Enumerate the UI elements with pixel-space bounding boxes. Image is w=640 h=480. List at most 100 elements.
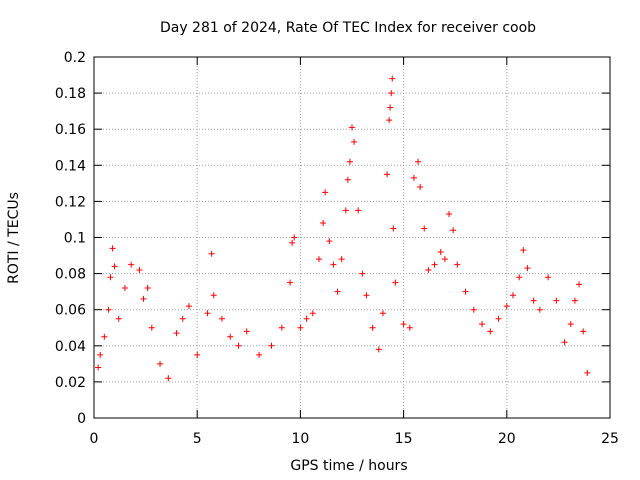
data-point <box>297 324 304 331</box>
data-point <box>386 117 393 124</box>
data-point <box>121 285 128 292</box>
data-point <box>173 330 180 337</box>
data-point <box>524 265 531 272</box>
data-point <box>446 211 453 218</box>
x-tick-label: 15 <box>395 431 413 447</box>
data-point <box>140 295 147 302</box>
data-point <box>210 292 217 299</box>
x-tick-label: 5 <box>193 431 202 447</box>
data-point <box>243 328 250 335</box>
data-point <box>503 303 510 310</box>
data-point <box>400 321 407 328</box>
data-point <box>536 306 543 313</box>
data-point <box>128 261 135 268</box>
x-axis-label: GPS time / hours <box>290 458 407 474</box>
data-point <box>165 375 172 382</box>
data-point <box>227 333 234 340</box>
data-point <box>561 339 568 346</box>
data-point <box>105 306 112 313</box>
data-point <box>495 315 502 322</box>
data-point <box>256 351 263 358</box>
data-point <box>204 310 211 317</box>
y-tick-label: 0.08 <box>55 267 86 283</box>
data-point <box>359 270 366 277</box>
data-point <box>185 303 192 310</box>
data-point <box>95 364 102 371</box>
data-point <box>291 234 298 241</box>
data-point <box>571 297 578 304</box>
y-tick-label: 0.1 <box>64 231 86 247</box>
data-point <box>144 285 151 292</box>
data-point <box>415 158 422 165</box>
data-point <box>344 176 351 183</box>
x-tick-label: 10 <box>291 431 309 447</box>
roti-points <box>95 75 591 382</box>
data-point <box>470 306 477 313</box>
data-point <box>389 75 396 82</box>
data-point <box>545 274 552 281</box>
data-point <box>157 360 164 367</box>
grid <box>94 57 610 418</box>
data-point <box>289 239 296 246</box>
data-point <box>387 104 394 111</box>
y-tick-label: 0.16 <box>55 122 86 138</box>
data-point <box>351 138 358 145</box>
y-axis-label: ROTI / TECUs <box>6 192 22 284</box>
chart-title: Day 281 of 2024, Rate Of TEC Index for r… <box>160 20 536 36</box>
data-point <box>349 124 355 131</box>
data-point <box>580 328 587 335</box>
y-tick-label: 0.18 <box>55 86 86 102</box>
data-point <box>107 274 114 281</box>
data-point <box>369 324 376 331</box>
axis-ticks: 0 0.02 0.04 0.06 0.08 0.1 0.12 0.14 0.16 0.18 0.2 0… <box>55 50 619 447</box>
data-point <box>462 288 469 295</box>
data-point <box>97 351 104 358</box>
data-point <box>309 310 316 317</box>
data-point <box>431 261 438 268</box>
data-point <box>101 333 108 340</box>
data-point <box>567 321 574 328</box>
data-point <box>410 174 417 181</box>
data-point <box>406 324 413 331</box>
data-point <box>390 225 397 232</box>
data-point <box>437 248 444 255</box>
data-point <box>487 328 494 335</box>
x-tick-label: 0 <box>90 431 99 447</box>
data-point <box>346 158 353 165</box>
data-point <box>421 225 428 232</box>
data-point <box>208 250 215 257</box>
data-point <box>450 227 457 234</box>
data-point <box>338 256 345 263</box>
data-point <box>303 315 310 322</box>
data-point <box>330 261 337 268</box>
y-tick-label: 0.02 <box>55 375 86 391</box>
data-point <box>530 297 537 304</box>
data-point <box>520 247 527 254</box>
y-tick-label: 0.14 <box>55 158 86 174</box>
data-point <box>363 292 370 299</box>
data-point <box>287 279 294 286</box>
data-point <box>148 324 155 331</box>
data-point <box>509 292 516 299</box>
data-point <box>379 310 386 317</box>
y-tick-label: 0.2 <box>64 50 86 66</box>
data-point <box>388 90 395 97</box>
data-point <box>584 369 591 376</box>
data-point <box>322 189 329 196</box>
data-point <box>278 324 285 331</box>
data-point <box>384 171 391 178</box>
data-point <box>136 266 143 273</box>
data-point <box>194 351 201 358</box>
data-point <box>425 266 432 273</box>
data-point <box>392 279 399 286</box>
y-tick-label: 0.04 <box>55 339 86 355</box>
y-tick-label: 0.12 <box>55 194 86 210</box>
data-point <box>334 288 341 295</box>
data-point <box>342 207 349 214</box>
data-point <box>417 183 424 190</box>
data-point <box>454 261 461 268</box>
data-point <box>320 220 327 227</box>
data-point <box>479 321 486 328</box>
data-point <box>375 346 382 353</box>
